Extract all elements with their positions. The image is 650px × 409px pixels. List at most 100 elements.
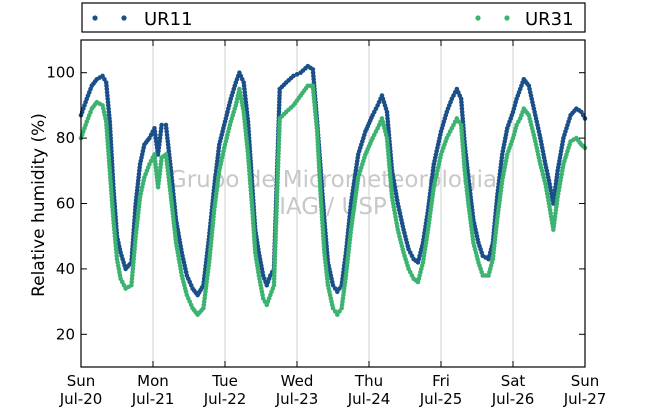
interp-point-ur31 (315, 145, 321, 151)
series-ur31 (78, 83, 588, 317)
data-point-ur11 (291, 73, 296, 79)
interp-point-ur31 (315, 139, 321, 144)
interp-point-ur31 (461, 155, 467, 161)
x-tick-label-date: Jul-23 (275, 390, 319, 408)
interp-point-ur31 (460, 139, 465, 144)
interp-point-ur31 (109, 197, 115, 203)
x-tick-label-day: Fri (432, 372, 450, 390)
interp-point-ur31 (272, 260, 278, 266)
interp-point-ur31 (273, 241, 278, 246)
interp-point-ur11 (132, 211, 138, 216)
interp-point-ur31 (315, 135, 320, 141)
interp-point-ur31 (337, 309, 342, 314)
x-tick-label-day: Thu (354, 372, 383, 390)
interp-point-ur31 (110, 204, 115, 210)
interp-point-ur31 (250, 214, 256, 219)
interp-point-ur31 (250, 220, 256, 226)
x-axis: SunJul-20MonJul-21TueJul-22WedJul-23ThuJ… (59, 40, 606, 408)
interp-point-ur31 (318, 197, 324, 203)
interp-point-ur11 (332, 286, 338, 291)
interp-point-ur31 (317, 181, 323, 187)
legend: UR11 UR31 (81, 2, 586, 33)
interp-point-ur31 (247, 168, 252, 174)
interp-point-ur31 (105, 135, 110, 141)
y-tick-label: 60 (56, 195, 75, 213)
x-tick-label-date: Jul-24 (347, 390, 391, 408)
interp-point-ur31 (105, 139, 110, 144)
interp-point-ur31 (318, 191, 323, 196)
watermark-line-2: IAG / USP (279, 194, 387, 220)
interp-point-ur11 (132, 207, 138, 213)
interp-point-ur31 (273, 215, 279, 221)
interp-point-ur31 (276, 154, 281, 160)
interp-point-ur31 (273, 225, 279, 230)
interp-point-ur31 (321, 233, 326, 239)
interp-point-ur31 (317, 171, 322, 177)
x-tick-label-date: Jul-20 (59, 390, 103, 408)
interp-point-ur31 (274, 202, 280, 208)
interp-point-ur11 (245, 122, 251, 128)
interp-point-ur31 (273, 218, 279, 224)
interp-point-ur31 (316, 165, 322, 170)
interp-point-ur31 (250, 211, 255, 216)
interp-point-ur31 (275, 180, 280, 185)
interp-point-ur31 (248, 184, 253, 190)
interp-point-ur31 (274, 196, 280, 201)
interp-point-ur11 (276, 106, 282, 111)
interp-point-ur31 (459, 132, 465, 138)
interp-point-ur31 (249, 204, 255, 210)
interp-point-ur31 (109, 191, 114, 196)
interp-point-ur11 (459, 99, 464, 105)
interp-point-ur31 (110, 214, 116, 219)
interp-point-ur31 (274, 212, 279, 217)
interp-point-ur31 (277, 119, 282, 124)
interp-point-ur31 (460, 145, 466, 151)
x-tick-label-day: Wed (281, 372, 314, 390)
interp-point-ur31 (272, 257, 278, 262)
interp-point-ur31 (275, 164, 281, 169)
interp-point-ur31 (321, 243, 327, 249)
interp-point-ur31 (318, 201, 324, 206)
x-tick-label-day: Tue (211, 372, 238, 390)
interp-point-ur31 (275, 157, 281, 163)
interp-point-ur11 (107, 122, 113, 128)
interp-point-ur31 (315, 132, 320, 138)
interp-point-ur31 (316, 161, 322, 167)
data-point-ur11 (335, 289, 340, 295)
y-axis-label: Relative humidity (%) (29, 113, 49, 297)
interp-point-ur31 (110, 211, 116, 216)
interp-point-ur31 (107, 165, 112, 170)
interp-point-ur31 (246, 161, 252, 167)
legend-frame (81, 2, 586, 33)
interp-point-ur31 (274, 193, 280, 198)
data-point-ur31 (318, 194, 324, 200)
interp-point-ur31 (106, 158, 112, 164)
interp-point-ur11 (108, 132, 113, 138)
interp-point-ur31 (250, 217, 256, 223)
interp-point-ur31 (276, 132, 282, 137)
legend-marker-ur11 (121, 15, 127, 21)
interp-point-ur11 (459, 106, 465, 111)
interp-point-ur31 (276, 141, 282, 147)
interp-point-ur31 (107, 161, 112, 167)
interp-point-ur31 (247, 178, 253, 183)
interp-point-ur31 (321, 240, 327, 246)
interp-point-ur31 (276, 135, 282, 141)
interp-point-ur31 (459, 125, 464, 131)
interp-point-ur31 (317, 175, 322, 180)
interp-point-ur11 (277, 99, 282, 105)
interp-point-ur31 (321, 237, 326, 242)
data-point-ur31 (107, 168, 113, 174)
interp-point-ur11 (276, 102, 282, 108)
interp-point-ur31 (275, 167, 281, 173)
y-tick-label: 80 (56, 129, 75, 147)
interp-point-ur11 (294, 72, 300, 77)
legend-label-ur11: UR11 (144, 9, 193, 30)
interp-point-ur11 (107, 125, 113, 131)
legend-label-ur31: UR31 (525, 9, 574, 30)
interp-point-ur31 (106, 148, 111, 154)
interp-point-ur31 (109, 194, 115, 200)
interp-point-ur31 (277, 122, 282, 128)
interp-point-ur31 (106, 155, 112, 161)
x-tick-label-day: Sun (67, 372, 96, 390)
